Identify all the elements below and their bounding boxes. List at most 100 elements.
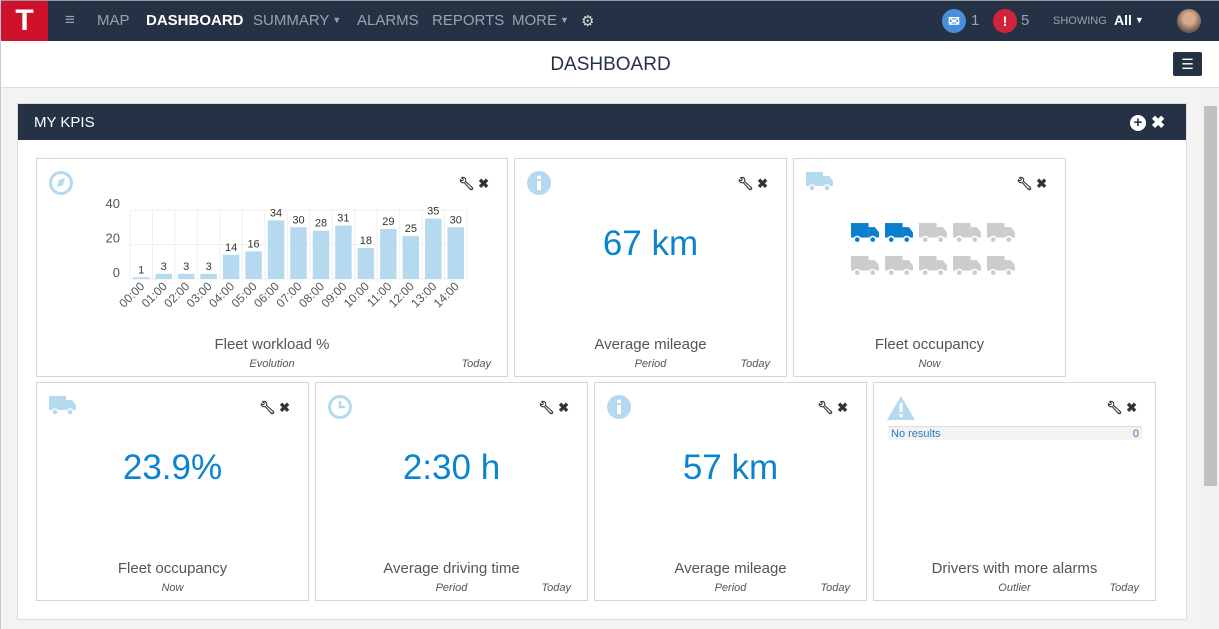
kpi-card: 🔧︎ ✖ 57 km Average mileage Period Today: [594, 382, 867, 601]
showing-select[interactable]: All ▼: [1114, 12, 1144, 28]
bar: [133, 277, 150, 279]
x-tick-label: 10:00: [341, 279, 372, 310]
kpi-card: 🔧︎ ✖ Fleet occupancy Now: [793, 158, 1066, 377]
close-icon[interactable]: ✖: [1036, 176, 1047, 191]
close-icon[interactable]: ✖: [279, 400, 290, 415]
nav-more[interactable]: MORE ▼: [512, 12, 569, 29]
nav-reports[interactable]: REPORTS: [432, 12, 505, 29]
kpi-subtitle: Now: [161, 582, 184, 594]
scrollbar-thumb[interactable]: [1204, 106, 1217, 486]
close-panel-icon[interactable]: ✖: [1151, 113, 1166, 132]
close-icon[interactable]: ✖: [558, 400, 569, 415]
no-results-label: No results: [891, 428, 941, 440]
wrench-icon[interactable]: 🔧︎: [258, 400, 276, 415]
gear-icon[interactable]: ⚙: [581, 13, 595, 30]
panel-header: MY KPIS + ✖: [18, 104, 1186, 140]
bar: [312, 230, 330, 279]
kpi-period: Today: [541, 582, 571, 594]
wrench-icon[interactable]: 🔧︎: [1015, 176, 1033, 191]
kpi-card: 🔧︎ ✖ Drivers with more alarms Outlier Today…: [873, 382, 1156, 601]
clock-icon: [328, 395, 352, 424]
wrench-icon[interactable]: 🔧︎: [1105, 400, 1123, 415]
kpi-card: 🔧︎ ✖ 67 km Average mileage Period Today: [514, 158, 787, 377]
bar: [267, 220, 285, 279]
workload-chart: 02040100:00301:00302:00303:001404:001605…: [106, 196, 468, 310]
nav-map[interactable]: MAP: [97, 12, 130, 29]
wrench-icon[interactable]: 🔧︎: [816, 400, 834, 415]
truck-icon: [919, 255, 948, 282]
data-label: 3: [161, 261, 167, 273]
kpi-period: Today: [820, 582, 850, 594]
caret-down-icon: ▼: [332, 15, 342, 25]
kpi-title: Drivers with more alarms: [931, 560, 1098, 577]
x-tick-label: 14:00: [431, 279, 462, 310]
y-tick-label: 40: [106, 196, 120, 211]
truck-icon: [885, 255, 914, 282]
warning-icon: [886, 395, 916, 426]
kpi-subtitle: Period: [714, 582, 747, 594]
bar: [335, 225, 352, 279]
data-label: 18: [360, 235, 372, 247]
avatar[interactable]: [1177, 9, 1201, 33]
alert-icon[interactable]: !: [993, 9, 1017, 33]
wrench-icon[interactable]: 🔧︎: [736, 176, 754, 191]
close-icon[interactable]: ✖: [478, 176, 489, 191]
kpi-value: 67 km: [602, 224, 699, 263]
data-label: 29: [382, 216, 394, 228]
page-menu-button[interactable]: ☰: [1173, 52, 1202, 76]
top-navbar: T ≡ MAP DASHBOARD SUMMARY ▼ ALARMS REPORT…: [1, 0, 1219, 42]
kpi-period: Today: [740, 358, 770, 370]
data-label: 1: [138, 264, 144, 276]
kpi-value: 23.9%: [122, 448, 223, 487]
page-header: DASHBOARD ☰: [1, 41, 1219, 88]
kpi-period: Today: [461, 358, 491, 370]
kpi-card: 🔧︎ ✖ 23.9% Fleet occupancy Now: [36, 382, 309, 601]
kpi-tools: 🔧︎ ✖: [817, 400, 848, 416]
kpi-title: Fleet occupancy: [874, 336, 985, 353]
alarms-count: 5: [1021, 12, 1030, 29]
close-icon[interactable]: ✖: [757, 176, 768, 191]
kpi-title: Average mileage: [594, 336, 707, 353]
truck-icon: [851, 222, 880, 249]
messages-count: 1: [971, 12, 980, 29]
kpi-subtitle: Now: [918, 358, 941, 370]
bar: [290, 227, 307, 279]
nav-dashboard[interactable]: DASHBOARD: [146, 12, 244, 29]
truck-icon: [953, 255, 982, 282]
kpi-value: 2:30 h: [402, 448, 501, 487]
bar: [245, 251, 262, 279]
showing-value: All: [1114, 12, 1132, 28]
envelope-icon[interactable]: ✉: [942, 9, 966, 33]
add-kpi-icon[interactable]: +: [1130, 115, 1146, 131]
scrollbar[interactable]: [1201, 88, 1219, 629]
truck-icon: [851, 255, 880, 282]
info-icon: [607, 395, 631, 424]
bar: [222, 254, 240, 279]
data-label: 31: [337, 213, 349, 225]
nav-summary[interactable]: SUMMARY ▼: [253, 12, 341, 29]
info-icon: [527, 171, 551, 200]
close-icon[interactable]: ✖: [837, 400, 848, 415]
kpi-title: Fleet workload %: [214, 336, 330, 353]
data-label: 35: [427, 206, 439, 218]
brand-logo[interactable]: T: [1, 1, 48, 42]
wrench-icon[interactable]: 🔧︎: [457, 176, 475, 191]
kpi-subtitle: Evolution: [249, 358, 295, 370]
panel-title: MY KPIS: [34, 114, 95, 131]
truck-icon: [919, 222, 948, 249]
kpi-tools: 🔧︎ ✖: [259, 400, 290, 416]
close-icon[interactable]: ✖: [1126, 400, 1137, 415]
nav-alarms[interactable]: ALARMS: [357, 12, 419, 29]
kpi-subtitle: Period: [435, 582, 468, 594]
nav-more-label: MORE: [512, 12, 557, 29]
truck-icon: [987, 255, 1016, 282]
kpi-tools: 🔧︎ ✖: [1016, 176, 1047, 192]
data-label: 25: [405, 223, 417, 235]
hamburger-icon[interactable]: ≡: [65, 10, 75, 29]
kpi-subtitle: Period: [634, 358, 667, 370]
kpi-subtitle: Outlier: [998, 582, 1031, 594]
results-count: 0: [1132, 428, 1139, 440]
kpi-title: Average driving time: [383, 560, 520, 577]
kpi-value: 57 km: [682, 448, 779, 487]
wrench-icon[interactable]: 🔧︎: [537, 400, 555, 415]
